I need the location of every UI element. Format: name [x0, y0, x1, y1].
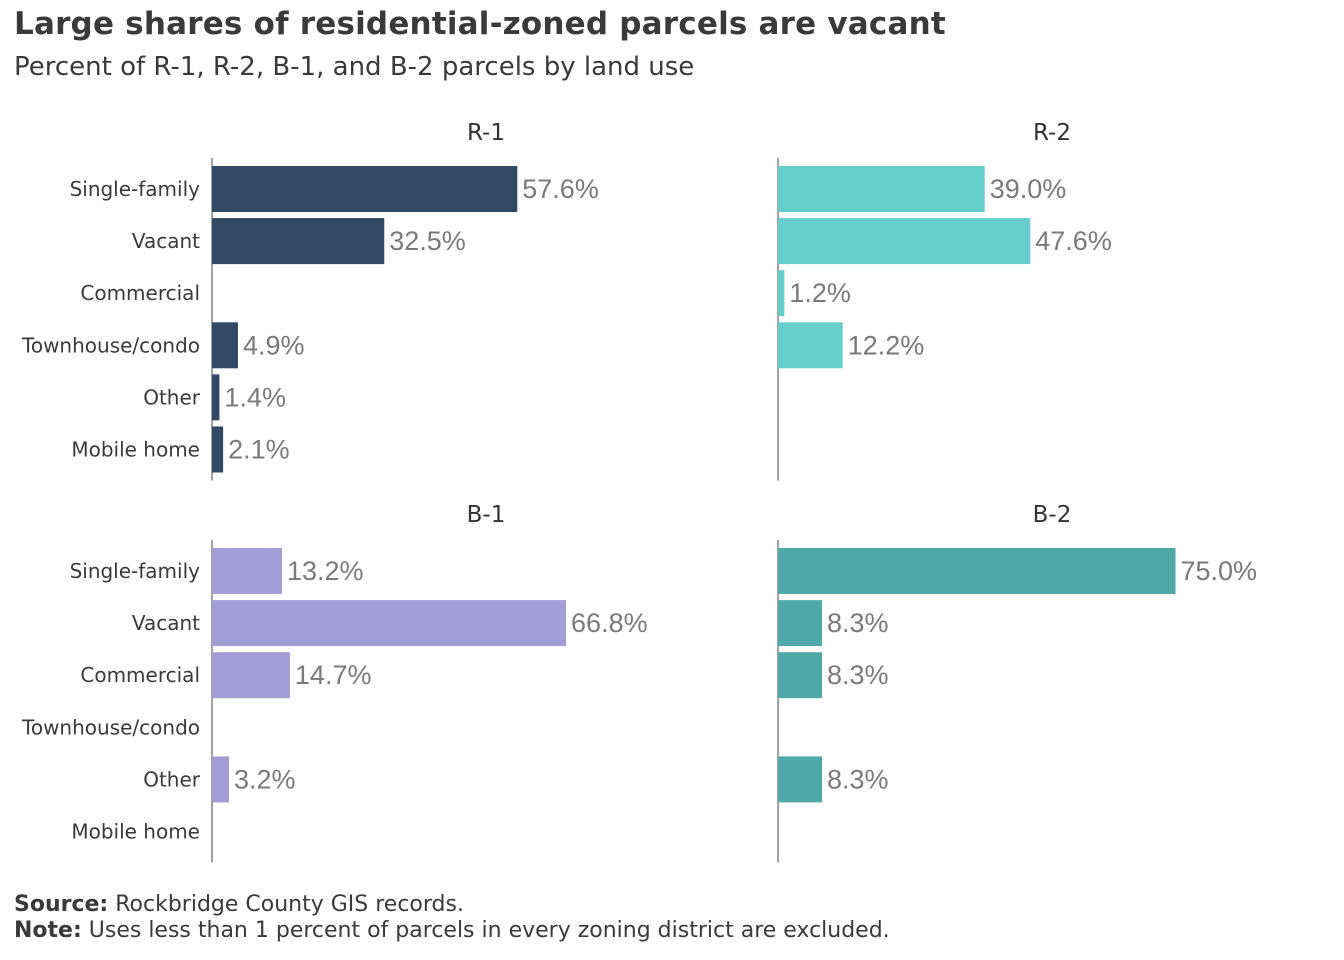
data-label: 47.6%	[1035, 226, 1112, 256]
panel-title: B-2	[1033, 502, 1072, 528]
category-label: Townhouse/condo	[21, 333, 200, 357]
category-label: Vacant	[132, 611, 200, 635]
data-label: 4.9%	[243, 330, 305, 360]
category-label: Commercial	[80, 281, 200, 305]
category-label: Mobile home	[71, 438, 200, 462]
bar	[212, 600, 567, 647]
data-label: 12.2%	[848, 330, 925, 360]
panel-title: B-1	[467, 502, 506, 528]
source-label: Source:	[14, 892, 109, 917]
bar	[212, 426, 224, 473]
category-label: Single-family	[70, 177, 201, 201]
data-label: 75.0%	[1181, 556, 1258, 586]
source-text: Rockbridge County GIS records.	[108, 892, 464, 917]
bar	[778, 600, 822, 647]
data-label: 3.2%	[234, 764, 296, 794]
bar	[212, 166, 518, 212]
data-label: 1.4%	[224, 382, 286, 412]
panel-b-1: B-1 Single-family 13.2% Vacant 66.8% Commerci…	[21, 502, 648, 863]
data-label: 13.2%	[287, 556, 364, 586]
category-label: Other	[143, 385, 201, 409]
bar	[212, 322, 238, 369]
bar	[778, 652, 822, 699]
category-label: Townhouse/condo	[21, 715, 200, 739]
data-label: 8.3%	[827, 764, 889, 794]
data-label: 32.5%	[389, 226, 466, 256]
data-label: 8.3%	[827, 608, 889, 638]
bar	[778, 270, 785, 317]
note-label: Note:	[14, 918, 82, 943]
bar	[212, 652, 290, 699]
exclusion-note: Note: Uses less than 1 percent of parcel…	[14, 918, 890, 943]
data-label: 2.1%	[228, 435, 290, 465]
source-note: Source: Rockbridge County GIS records.	[14, 892, 464, 917]
panel-r-2: R-2 39.0% 47.6% 1.2% 12.2%	[777, 120, 1112, 481]
category-label: Other	[143, 767, 201, 791]
chart-title: Large shares of residential-zoned parcel…	[14, 6, 946, 42]
data-label: 66.8%	[571, 608, 648, 638]
data-label: 57.6%	[522, 174, 599, 204]
bar	[212, 548, 282, 594]
bar	[778, 756, 822, 803]
bar	[778, 548, 1176, 594]
data-label: 14.7%	[295, 660, 372, 690]
panel-title: R-1	[467, 120, 505, 146]
bar	[212, 218, 385, 265]
category-label: Commercial	[80, 663, 200, 687]
category-label: Mobile home	[71, 820, 200, 844]
panel-b-2: B-2 75.0% 8.3% 8.3% 8.3%	[777, 502, 1258, 863]
bar	[778, 322, 843, 369]
data-label: 1.2%	[789, 278, 851, 308]
panel-r-1: R-1 Single-family 57.6% Vacant 32.5% Commerci…	[21, 120, 599, 481]
category-label: Vacant	[132, 229, 200, 253]
data-label: 8.3%	[827, 660, 889, 690]
data-label: 39.0%	[990, 174, 1067, 204]
note-text: Uses less than 1 percent of parcels in e…	[81, 918, 890, 943]
category-label: Single-family	[70, 559, 201, 583]
panel-title: R-2	[1033, 120, 1071, 146]
bar	[212, 374, 220, 421]
bar	[778, 218, 1031, 265]
bar	[778, 166, 985, 212]
chart-subtitle: Percent of R-1, R-2, B-1, and B-2 parcel…	[14, 52, 695, 82]
bar	[212, 756, 229, 803]
